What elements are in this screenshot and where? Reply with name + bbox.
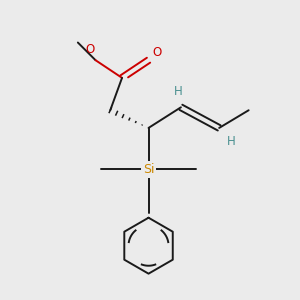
Text: Si: Si	[143, 163, 154, 176]
Text: H: H	[174, 85, 182, 98]
Text: H: H	[227, 135, 236, 148]
Text: O: O	[153, 46, 162, 59]
Text: O: O	[85, 44, 94, 56]
